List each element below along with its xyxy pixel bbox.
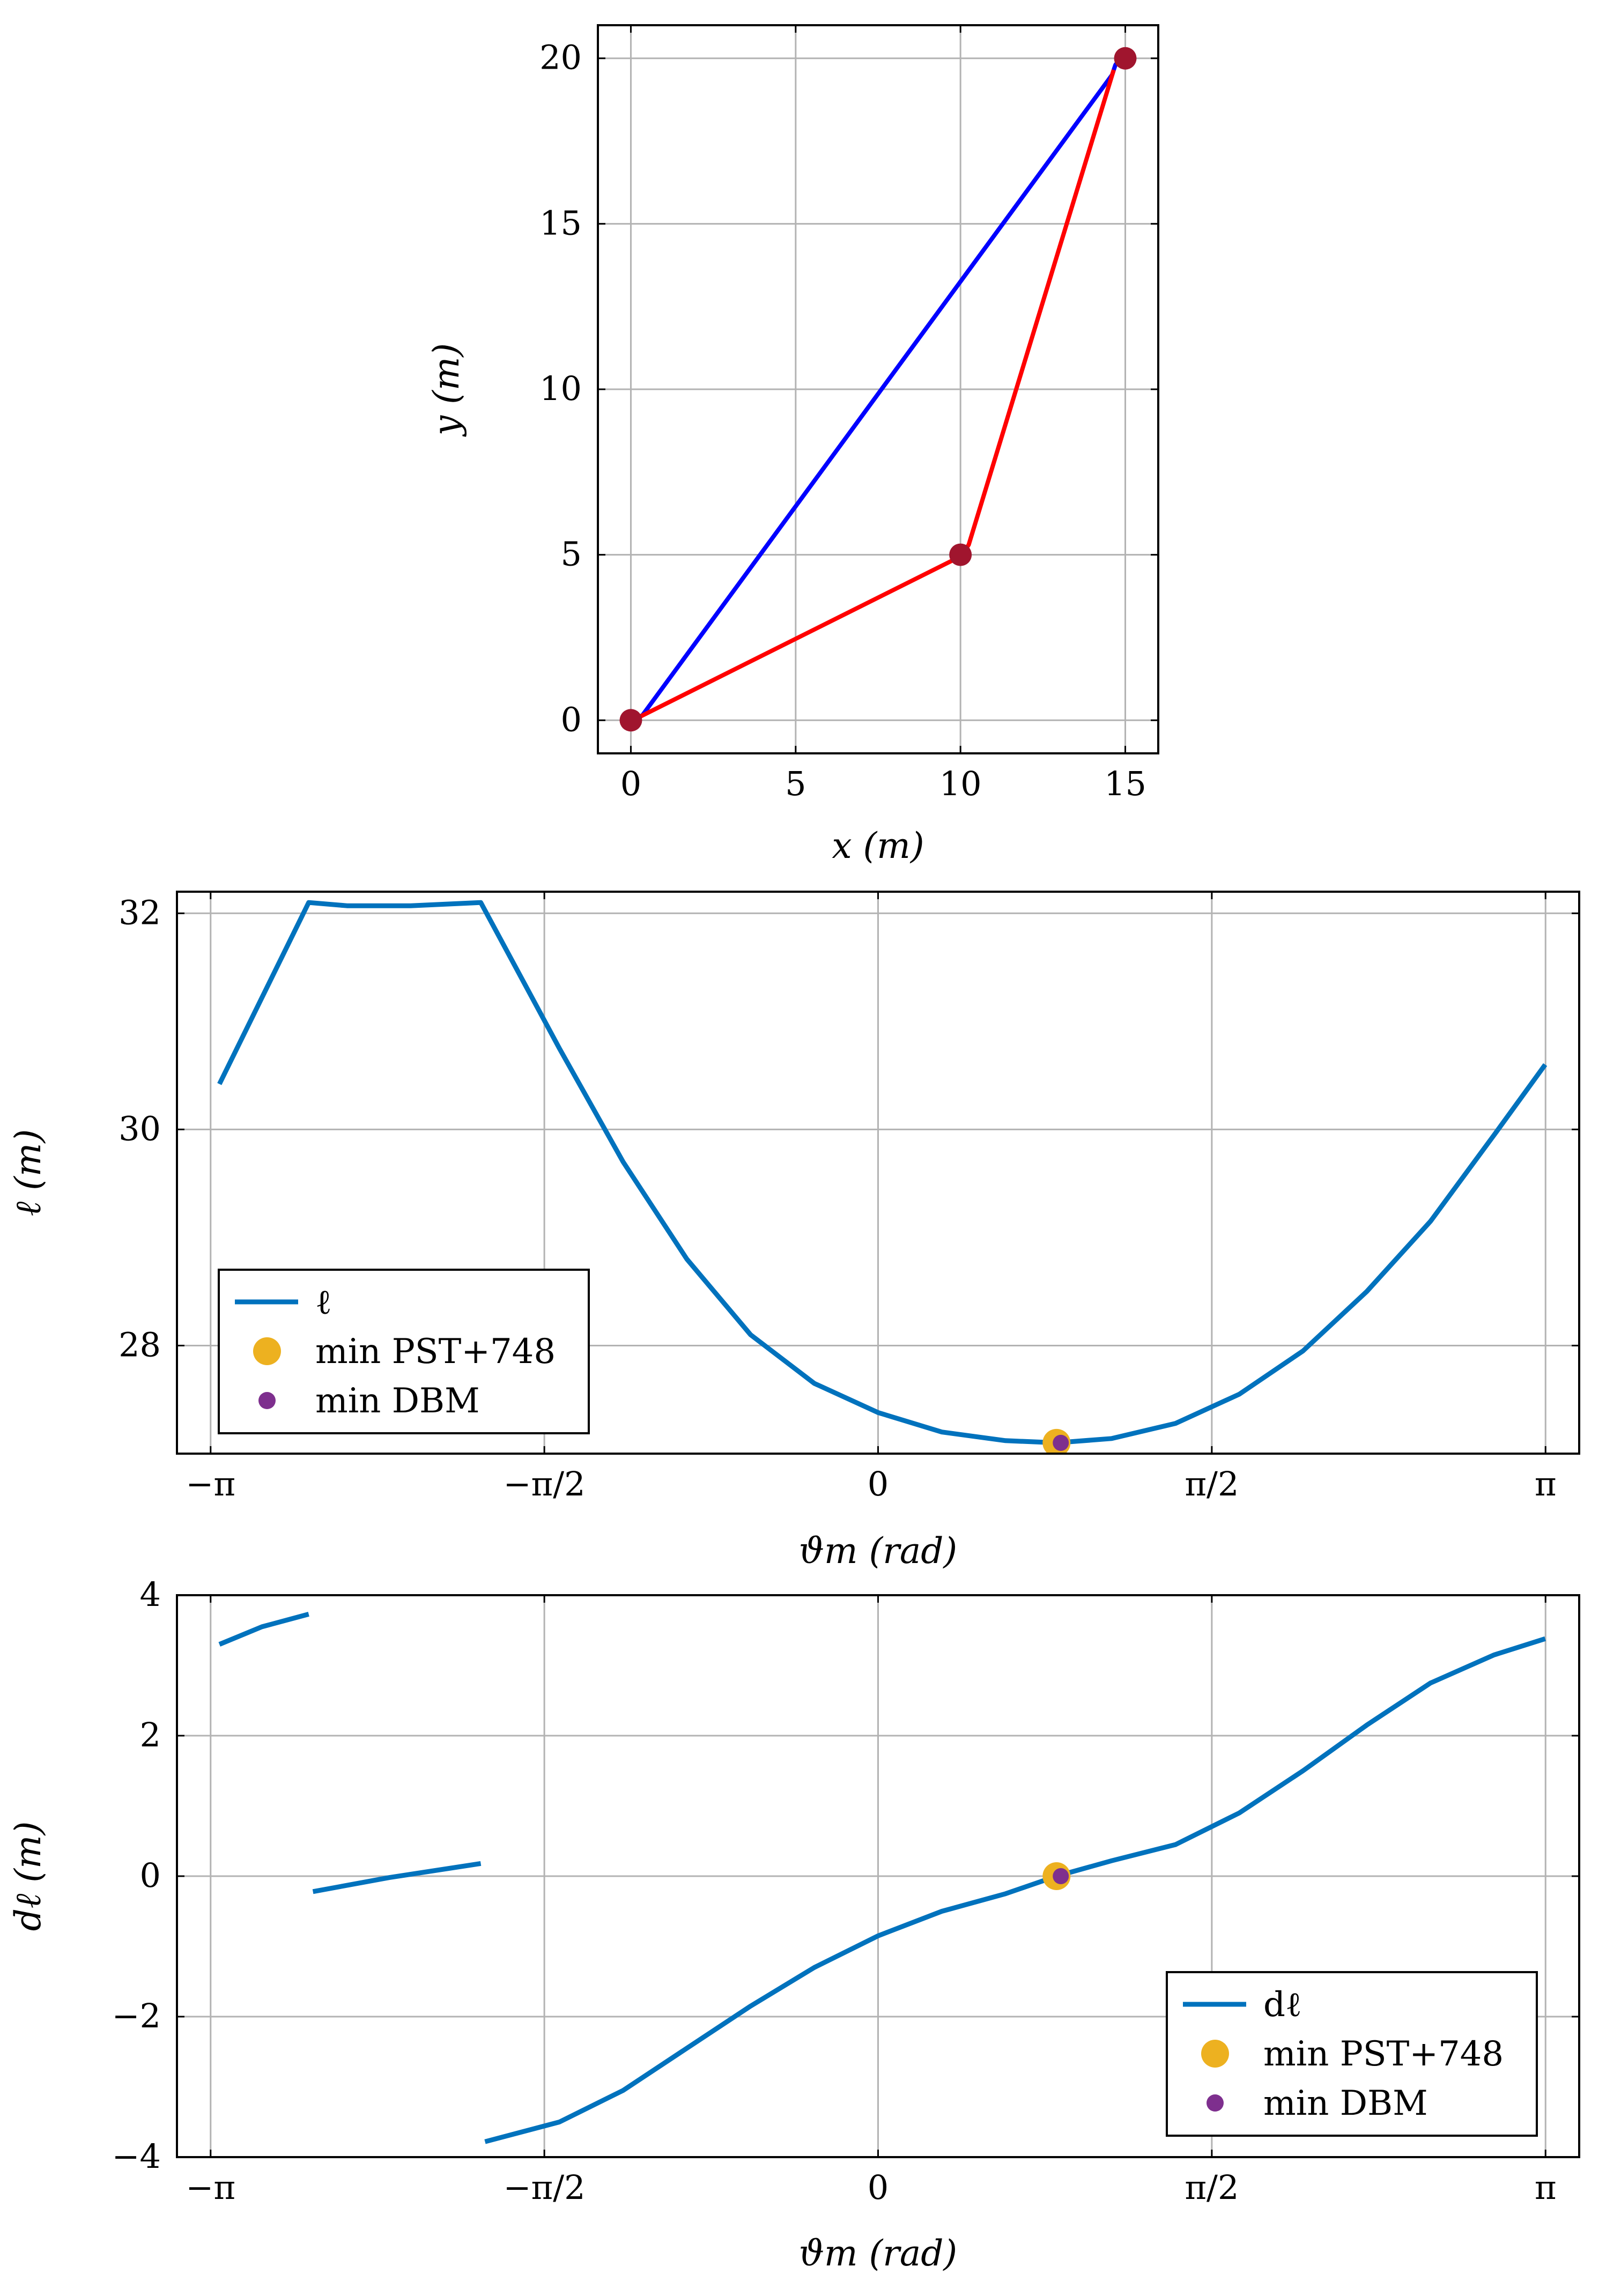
x-tick-label-x-tick-label: π/2 <box>1185 1464 1239 1503</box>
legend: dℓ min PST+748 min DBM <box>1166 1971 1538 2137</box>
y-axis-label: dℓ (m) <box>8 1821 49 1931</box>
x-tick-label-x-tick-label: −π/2 <box>504 2168 586 2207</box>
min-dbm-marker <box>1053 1868 1069 1884</box>
legend-entry: min DBM <box>315 1381 480 1421</box>
x-tick-label: 0 <box>620 764 641 803</box>
y-tick-label: 15 <box>539 203 582 242</box>
legend-entry: min PST+748 <box>315 1332 556 1372</box>
legend-entry: min DBM <box>1263 2084 1428 2123</box>
legend-pst-swatch <box>253 1337 281 1365</box>
min-dbm-marker <box>1053 1434 1069 1451</box>
waypoint-marker <box>1114 47 1137 70</box>
plot-frame <box>176 1594 1580 2158</box>
series-line-segment <box>484 1636 1546 2144</box>
y-tick-label: 30 <box>119 1109 161 1148</box>
plot-frame <box>176 891 1580 1455</box>
x-tick-label: 10 <box>939 764 982 803</box>
x-tick-label: π <box>1535 1464 1557 1503</box>
y-tick-label: 20 <box>539 38 582 77</box>
series-line-segment <box>312 1861 482 1894</box>
x-tick-label: 15 <box>1104 764 1146 803</box>
y-tick-label: 28 <box>119 1325 161 1364</box>
y-tick-label: 0 <box>140 1856 161 1895</box>
x-tick-label: 0 <box>868 2168 889 2207</box>
y-tick-label: 2 <box>140 1715 161 1754</box>
legend-entry: ℓ <box>315 1283 332 1322</box>
x-tick-label: 0 <box>868 1464 889 1503</box>
x-tick-label: π <box>1535 2168 1557 2207</box>
y-tick-label: 32 <box>119 893 161 932</box>
x-tick-label: 5 <box>785 764 806 803</box>
y-tick-label: −4 <box>112 2137 161 2176</box>
x-tick-label-text-x-tick-label: −π/2 <box>504 1464 586 1503</box>
waypoint-marker <box>619 709 642 732</box>
x-tick-label-x-tick-label: π/2 <box>1185 2168 1239 2207</box>
waypoint-marker <box>949 543 972 566</box>
y-tick-label: 10 <box>539 369 582 408</box>
y-tick-label: 4 <box>140 1575 161 1614</box>
y-axis-label: ℓ (m) <box>8 1129 49 1217</box>
legend-dbm-swatch <box>258 1392 276 1409</box>
x-tick-label: −π <box>186 1464 235 1503</box>
y-axis-label: y (m) <box>426 343 467 437</box>
x-tick-label-text-x-tick-label: π/2 <box>1185 1464 1239 1503</box>
x-axis-label: ϑm (rad) <box>799 2233 957 2274</box>
series-line-segment <box>218 1612 309 1647</box>
legend-dbm-swatch <box>1207 2094 1224 2112</box>
legend: ℓ min PST+748 min DBM <box>218 1269 590 1434</box>
trajectory-chart: 0 5 10 15 0 5 10 15 20 x (m) y (m) <box>426 24 1159 866</box>
plot-frame <box>597 24 1159 754</box>
length-chart: −π −π/2 0 π/2 π 28 30 32 ϑm (rad) ℓ (m) ℓ min PST+7… <box>8 891 1580 1572</box>
plot-series-group <box>619 47 1137 732</box>
y-tick-label: −2 <box>112 1996 161 2035</box>
length-series-line <box>217 900 1548 1446</box>
x-tick-label-x-tick-label: −π/2 <box>504 1464 586 1503</box>
x-tick-label-text-x-tick-label: π/2 <box>1185 2168 1239 2207</box>
plot-series-group <box>217 900 1548 1454</box>
x-axis-label: ϑm (rad) <box>799 1530 957 1572</box>
derivative-chart: −π −π/2 0 π/2 π −4 −2 0 2 4 ϑm (rad) dℓ (m) dℓ min PS… <box>8 1575 1580 2274</box>
x-tick-label: −π <box>186 2168 235 2207</box>
y-tick-label: 5 <box>561 535 582 574</box>
y-tick-label: 0 <box>561 700 582 739</box>
x-axis-label: x (m) <box>832 825 924 866</box>
legend-entry: min PST+748 <box>1263 2034 1504 2074</box>
legend-pst-swatch <box>1201 2040 1229 2068</box>
x-tick-label-text-x-tick-label: −π/2 <box>504 2168 586 2207</box>
legend-entry: dℓ <box>1263 1985 1302 2025</box>
plot-series-group <box>218 1612 1546 2144</box>
